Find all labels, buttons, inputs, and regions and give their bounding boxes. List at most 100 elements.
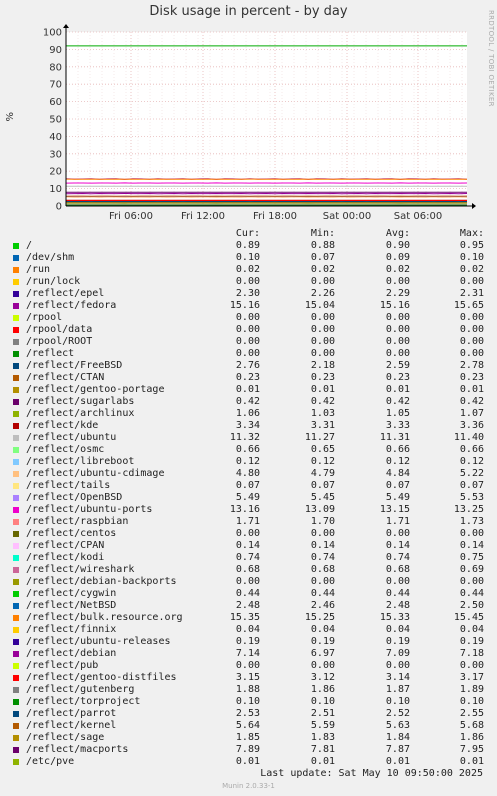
legend-swatch xyxy=(13,315,19,321)
legend-row: /reflect/kodi 0.74 0.74 0.74 0.75 xyxy=(12,552,492,564)
legend-swatch xyxy=(13,327,19,333)
legend-row: /reflect/FreeBSD 2.76 2.18 2.59 2.78 xyxy=(12,360,492,372)
legend-value-max: 0.75 xyxy=(459,552,484,563)
legend-row: /reflect/sage 1.85 1.83 1.84 1.86 xyxy=(12,732,492,744)
legend-value-max: 0.69 xyxy=(459,564,484,575)
legend-row: /reflect/fedora 15.16 15.04 15.16 15.65 xyxy=(12,300,492,312)
legend-row: /reflect/gutenberg 1.88 1.86 1.87 1.89 xyxy=(12,684,492,696)
legend-series-name: /reflect/raspbian xyxy=(26,516,129,527)
legend-value-min: 0.14 xyxy=(310,540,335,551)
legend-series-name: /reflect/pub xyxy=(26,660,99,671)
legend-value-min: 0.02 xyxy=(310,264,335,275)
legend-row: /reflect/debian-backports 0.00 0.00 0.00 0.0… xyxy=(12,576,492,588)
legend-value-min: 0.07 xyxy=(310,480,335,491)
legend-value-cur: 15.35 xyxy=(229,612,260,623)
legend-value-min: 1.70 xyxy=(310,516,335,527)
legend-value-avg: 0.42 xyxy=(385,396,410,407)
legend-value-min: 3.31 xyxy=(310,420,335,431)
legend-swatch xyxy=(13,603,19,609)
y-tick-label: 90 xyxy=(49,45,62,56)
legend-swatch xyxy=(13,255,19,261)
legend-value-min: 0.68 xyxy=(310,564,335,575)
legend-value-avg: 0.00 xyxy=(385,576,410,587)
legend-series-name: /reflect/debian-backports xyxy=(26,576,177,587)
legend-value-cur: 0.00 xyxy=(235,312,260,323)
legend-series-name: /reflect/torproject xyxy=(26,696,141,707)
legend-series-name: /reflect/gentoo-distfiles xyxy=(26,672,177,683)
legend-swatch xyxy=(13,303,19,309)
legend-value-cur: 0.10 xyxy=(235,696,260,707)
legend-swatch xyxy=(13,555,19,561)
legend-swatch xyxy=(13,279,19,285)
legend-value-cur: 0.89 xyxy=(235,240,260,251)
chart-title: Disk usage in percent - by day xyxy=(149,4,348,19)
legend-table: Cur: Min: Avg: Max: / 0.89 0.88 0.90 0.95/de… xyxy=(12,228,492,768)
legend-swatch xyxy=(13,615,19,621)
legend-series-name: /reflect/archlinux xyxy=(26,408,135,419)
legend-value-max: 7.18 xyxy=(459,648,484,659)
legend-value-cur: 0.12 xyxy=(235,456,260,467)
legend-value-avg: 0.23 xyxy=(385,372,410,383)
legend-series-name: /reflect/OpenBSD xyxy=(26,492,123,503)
legend-value-avg: 0.12 xyxy=(385,456,410,467)
legend-swatch xyxy=(13,567,19,573)
legend-value-avg: 4.84 xyxy=(385,468,410,479)
legend-value-min: 0.01 xyxy=(310,756,335,767)
legend-value-min: 0.88 xyxy=(310,240,335,251)
legend-row: /reflect/tails 0.07 0.07 0.07 0.07 xyxy=(12,480,492,492)
header-max: Max: xyxy=(459,228,484,239)
legend-value-avg: 5.49 xyxy=(385,492,410,503)
legend-value-max: 0.07 xyxy=(459,480,484,491)
legend-value-cur: 2.30 xyxy=(235,288,260,299)
legend-series-name: /reflect/kodi xyxy=(26,552,105,563)
legend-value-cur: 5.49 xyxy=(235,492,260,503)
y-tick-label: 30 xyxy=(49,149,62,160)
legend-value-min: 0.12 xyxy=(310,456,335,467)
y-tick-label: 10 xyxy=(49,184,62,195)
legend-value-cur: 0.00 xyxy=(235,336,260,347)
legend-swatch xyxy=(13,459,19,465)
legend-series-name: /reflect/ubuntu xyxy=(26,432,117,443)
legend-value-min: 0.04 xyxy=(310,624,335,635)
x-tick-label: Fri 18:00 xyxy=(253,211,297,222)
legend-value-min: 0.00 xyxy=(310,336,335,347)
legend-value-max: 13.25 xyxy=(453,504,484,515)
legend-value-min: 2.46 xyxy=(310,600,335,611)
legend-value-cur: 0.19 xyxy=(235,636,260,647)
legend-value-avg: 0.00 xyxy=(385,336,410,347)
legend-value-avg: 0.09 xyxy=(385,252,410,263)
legend-value-max: 2.31 xyxy=(459,288,484,299)
legend-row: /reflect/ubuntu 11.32 11.27 11.31 11.40 xyxy=(12,432,492,444)
legend-row: /reflect/cygwin 0.44 0.44 0.44 0.44 xyxy=(12,588,492,600)
legend-row: /reflect/sugarlabs 0.42 0.42 0.42 0.42 xyxy=(12,396,492,408)
legend-value-avg: 5.63 xyxy=(385,720,410,731)
legend-row: /rpool/ROOT 0.00 0.00 0.00 0.00 xyxy=(12,336,492,348)
legend-value-max: 0.10 xyxy=(459,696,484,707)
legend-row: /run/lock 0.00 0.00 0.00 0.00 xyxy=(12,276,492,288)
legend-value-max: 0.00 xyxy=(459,276,484,287)
legend-value-cur: 0.00 xyxy=(235,276,260,287)
legend-value-min: 0.00 xyxy=(310,576,335,587)
y-tick-label: 0 xyxy=(56,202,62,213)
legend-value-avg: 0.00 xyxy=(385,660,410,671)
legend-swatch xyxy=(13,483,19,489)
legend-value-max: 0.23 xyxy=(459,372,484,383)
legend-value-cur: 3.15 xyxy=(235,672,260,683)
legend-series-name: /reflect/wireshark xyxy=(26,564,135,575)
legend-value-max: 1.73 xyxy=(459,516,484,527)
legend-swatch xyxy=(13,375,19,381)
legend-series-name: /reflect/fedora xyxy=(26,300,117,311)
legend-value-avg: 0.74 xyxy=(385,552,410,563)
legend-value-avg: 0.04 xyxy=(385,624,410,635)
legend-swatch xyxy=(13,723,19,729)
legend-value-min: 0.44 xyxy=(310,588,335,599)
legend-value-max: 2.78 xyxy=(459,360,484,371)
legend-series-name: /reflect/sugarlabs xyxy=(26,396,135,407)
legend-series-name: /reflect/ubuntu-cdimage xyxy=(26,468,165,479)
legend-row: /reflect/kde 3.34 3.31 3.33 3.36 xyxy=(12,420,492,432)
legend-row: /run 0.02 0.02 0.02 0.02 xyxy=(12,264,492,276)
legend-value-min: 2.26 xyxy=(310,288,335,299)
legend-row: /rpool 0.00 0.00 0.00 0.00 xyxy=(12,312,492,324)
header-cur: Cur: xyxy=(235,228,260,239)
legend-series-name: /dev/shm xyxy=(26,252,75,263)
